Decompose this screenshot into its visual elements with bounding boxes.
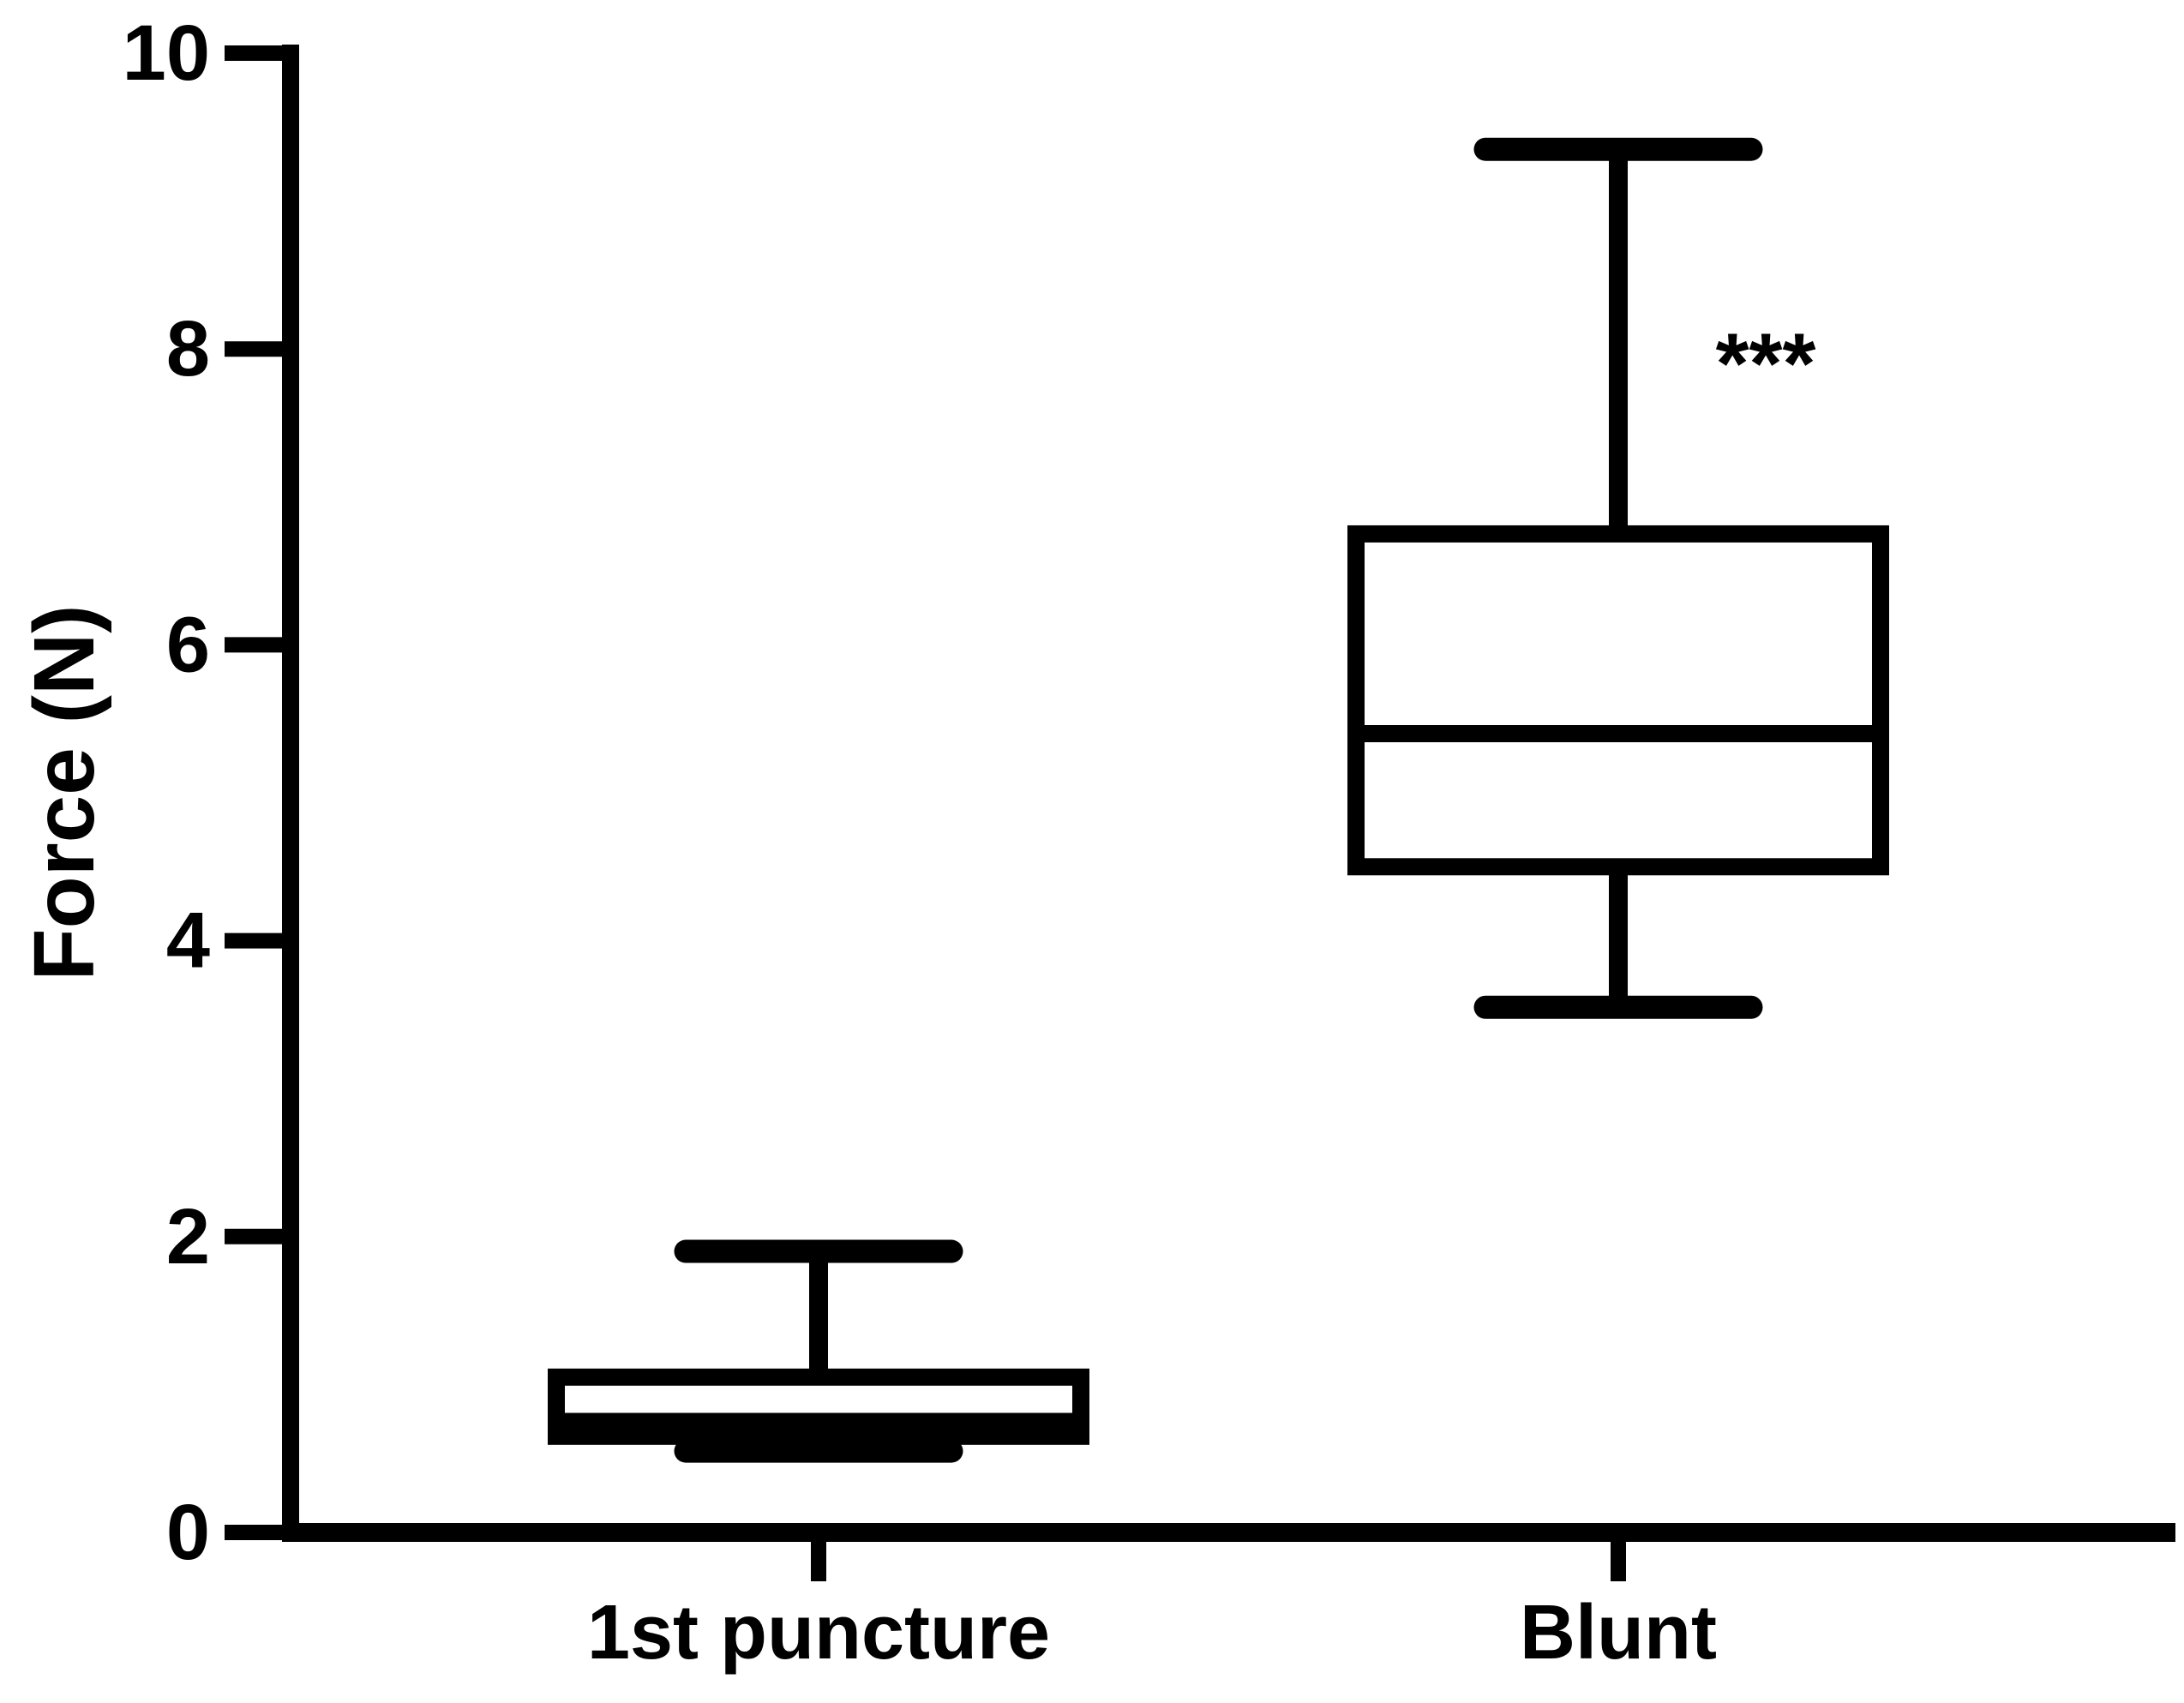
y-axis-title: Force (N) [16,605,112,981]
significance-marker: *** [1716,315,1816,411]
y-tick-label: 6 [166,601,210,688]
y-tick-label: 2 [166,1193,210,1280]
y-tick-label: 10 [123,9,210,97]
y-tick-label: 8 [166,305,210,393]
box-rect [1347,525,1889,876]
y-tick-label: 4 [166,897,210,985]
y-tick-label: 0 [166,1489,210,1576]
x-tick-label: 1st puncture [587,1590,1050,1676]
x-tick-label: Blunt [1520,1590,1717,1676]
